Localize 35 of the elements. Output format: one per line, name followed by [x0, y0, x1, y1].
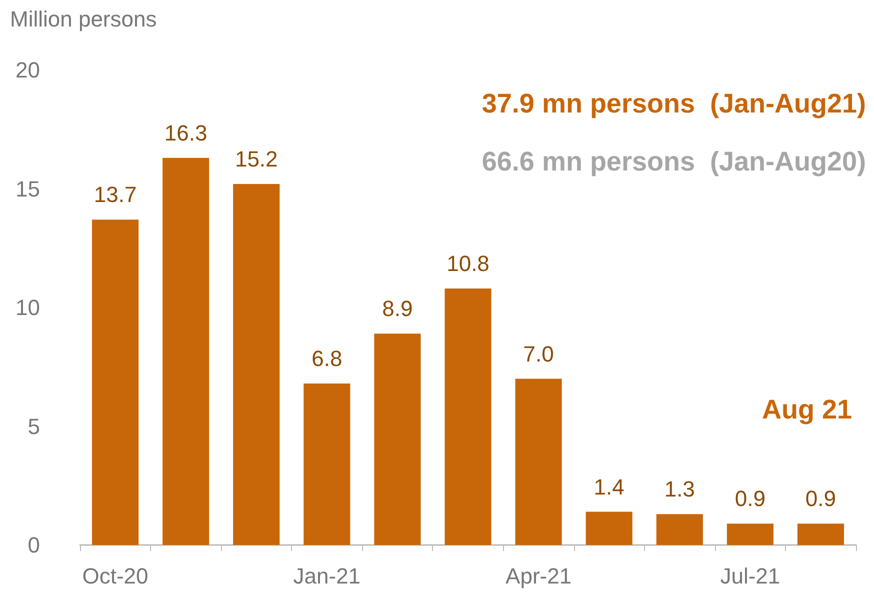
- data-label: 13.7: [94, 182, 137, 208]
- annotation: 37.9 mn persons (Jan-Aug21): [482, 88, 866, 118]
- bar: [656, 514, 703, 545]
- data-label: 16.3: [164, 120, 208, 146]
- bar: [374, 334, 421, 545]
- bar: [586, 512, 632, 545]
- data-label: 8.9: [382, 296, 413, 322]
- data-label: 1.4: [594, 474, 624, 500]
- annotation: Aug 21: [762, 394, 852, 424]
- y-tick-label: 5: [28, 414, 40, 439]
- y-tick-label: 20: [16, 58, 40, 82]
- data-label: 0.9: [805, 486, 836, 512]
- data-label: 15.2: [234, 146, 278, 172]
- data-label: 1.3: [664, 476, 695, 502]
- bar: [92, 220, 139, 545]
- x-tick-label: Jan-21: [293, 564, 361, 588]
- data-label: 7.0: [523, 341, 554, 366]
- y-tick-label: 10: [16, 295, 40, 320]
- bar: [726, 524, 774, 545]
- x-tick-label: Oct-20: [82, 564, 148, 588]
- y-axis-title: Million persons: [10, 6, 157, 32]
- x-tick-label: Apr-21: [506, 564, 572, 588]
- bar: [797, 524, 844, 545]
- bar: [444, 288, 492, 545]
- bar: [304, 384, 350, 545]
- y-tick-label: 15: [16, 176, 40, 202]
- data-label: 10.8: [446, 251, 490, 276]
- y-tick-label: 0: [28, 532, 40, 558]
- bar: [233, 184, 280, 545]
- data-label: 0.9: [734, 486, 766, 512]
- annotation: 66.6 mn persons (Jan-Aug20): [482, 146, 866, 176]
- data-label: 6.8: [312, 346, 342, 371]
- x-tick-label: Jul-21: [720, 564, 780, 588]
- bar: [162, 158, 210, 545]
- bar: [515, 378, 562, 545]
